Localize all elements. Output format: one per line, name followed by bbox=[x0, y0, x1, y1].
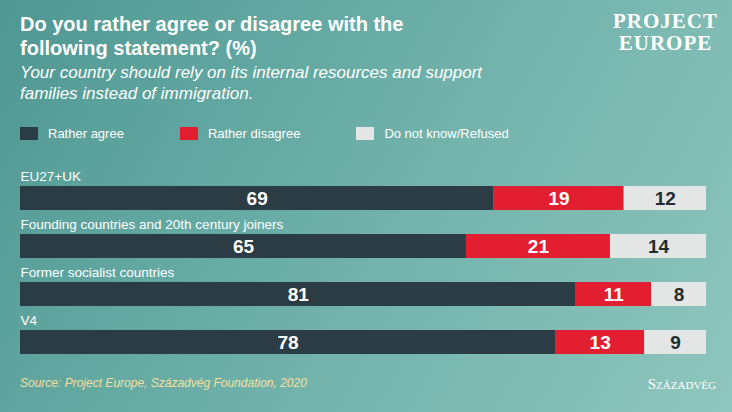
svg-text:Former socialist countries: Former socialist countries bbox=[21, 265, 175, 280]
svg-text:13: 13 bbox=[590, 332, 611, 353]
svg-text:8: 8 bbox=[674, 284, 685, 305]
svg-text:9: 9 bbox=[670, 332, 681, 353]
html-text:Századvég: Századvég bbox=[647, 376, 716, 392]
html-text:EUROPE: EUROPE bbox=[618, 31, 713, 55]
svg-text:21: 21 bbox=[528, 236, 550, 257]
svg-text:11: 11 bbox=[604, 284, 625, 305]
html-text:Rather agree: Rather agree bbox=[48, 126, 124, 141]
html-text:Rather disagree: Rather disagree bbox=[207, 126, 301, 141]
svg-text:EU27+UK: EU27+UK bbox=[21, 169, 81, 184]
html-text:Do not know/Refused: Do not know/Refused bbox=[384, 126, 509, 141]
svg-text:V4: V4 bbox=[21, 313, 38, 328]
html-text:Do you rather agree or disagre: Do you rather agree or disagree with the… bbox=[20, 13, 404, 59]
svg-text:78: 78 bbox=[277, 332, 298, 353]
svg-text:14: 14 bbox=[648, 236, 670, 257]
svg-text:19: 19 bbox=[548, 188, 569, 209]
svg-text:81: 81 bbox=[288, 284, 310, 305]
html-text:PROJECT: PROJECT bbox=[613, 9, 718, 33]
svg-text:Founding countries and 20th ce: Founding countries and 20th century join… bbox=[21, 217, 284, 232]
svg-text:69: 69 bbox=[247, 188, 268, 209]
svg-text:65: 65 bbox=[233, 236, 255, 257]
html-text:Source: Project Europe, Század: Source: Project Europe, Századvég Founda… bbox=[20, 376, 307, 390]
html-text:Your country should rely on it: Your country should rely on its internal… bbox=[20, 63, 483, 103]
svg-text:12: 12 bbox=[655, 188, 676, 209]
